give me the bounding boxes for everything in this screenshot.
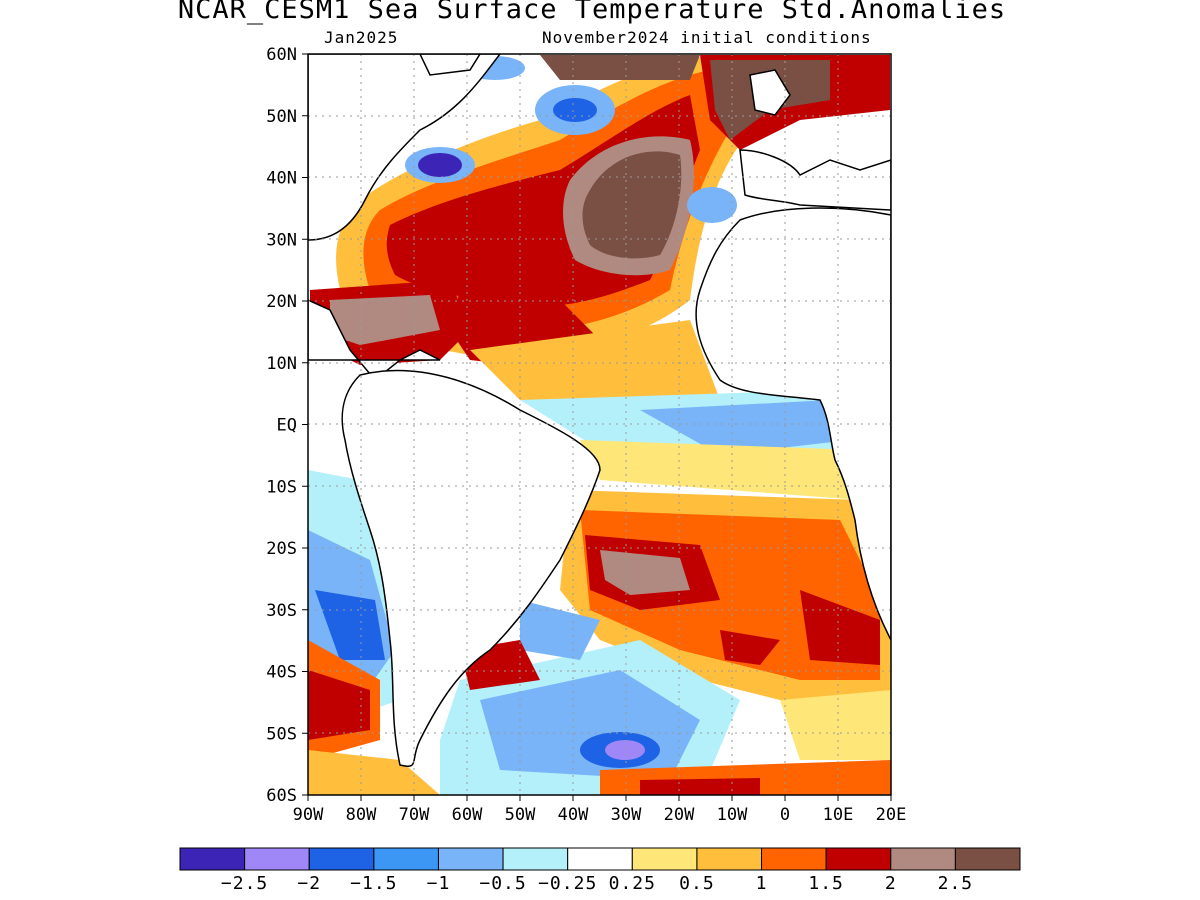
europe-land bbox=[739, 149, 891, 211]
lon-tick-label: 50W bbox=[505, 805, 536, 825]
colorbar-label: 1.5 bbox=[808, 873, 844, 894]
land-masses bbox=[308, 54, 891, 767]
colorbar-swatch bbox=[308, 847, 375, 871]
colorbar-swatch bbox=[825, 847, 892, 871]
colorbar-label: 2.5 bbox=[937, 873, 974, 894]
latitude-axis: 60N 50N 40N 30N 20N 10N EQ 10S 20S 30S 40S 50S 60S bbox=[266, 45, 308, 806]
lon-tick-label: 70W bbox=[399, 805, 430, 825]
lon-tick-label: 80W bbox=[346, 805, 377, 825]
colorbar-label: −2.5 bbox=[220, 873, 269, 894]
lon-tick-label: 20E bbox=[876, 805, 907, 825]
colorbar-swatch bbox=[567, 847, 633, 871]
lon-tick-label: 90W bbox=[293, 805, 324, 825]
lon-tick-label: 10W bbox=[717, 805, 748, 825]
colorbar-swatch bbox=[179, 847, 246, 871]
lat-tick-label: 60N bbox=[266, 45, 297, 65]
colorbar-swatch bbox=[761, 847, 827, 871]
gridlines bbox=[308, 54, 891, 795]
lat-tick-label: 40N bbox=[266, 169, 297, 189]
africa-land bbox=[695, 207, 891, 641]
lat-tick-label: 40S bbox=[266, 663, 297, 683]
lon-tick-label: 10E bbox=[823, 805, 854, 825]
longitude-axis: 90W 80W 70W 60W 50W 40W 30W 20W 10W 0 10E 20E bbox=[293, 795, 907, 825]
colorbar-swatch bbox=[890, 847, 956, 871]
lat-tick-label: 10N bbox=[266, 354, 297, 374]
south-america-land bbox=[341, 369, 601, 767]
colorbar-swatch bbox=[502, 847, 569, 871]
britain-land bbox=[749, 69, 791, 116]
lat-tick-label: 30S bbox=[266, 601, 297, 621]
lat-tick-label: 50S bbox=[266, 724, 297, 744]
lon-tick-label: 40W bbox=[558, 805, 589, 825]
colorbar-label: −0.25 bbox=[538, 873, 598, 894]
colorbar-label: 0.5 bbox=[679, 873, 715, 894]
central-america-land bbox=[308, 299, 441, 382]
lon-tick-label: 30W bbox=[611, 805, 642, 825]
colorbar-label: 2 bbox=[884, 873, 897, 894]
anomaly-field bbox=[308, 55, 891, 795]
initial-conditions-label: November2024 initial conditions bbox=[542, 28, 872, 47]
lat-tick-label: 10S bbox=[266, 477, 297, 497]
lon-tick-label: 60W bbox=[452, 805, 483, 825]
colorbar-swatch bbox=[696, 847, 763, 871]
colorbar-swatch bbox=[373, 847, 439, 871]
colorbar-label: 1 bbox=[755, 873, 768, 894]
lat-tick-label: 30N bbox=[266, 230, 297, 250]
colorbar-swatch bbox=[244, 847, 310, 871]
colorbar-swatch bbox=[631, 847, 698, 871]
colorbar-label: −1.5 bbox=[350, 873, 398, 894]
colorbar-label: −1 bbox=[426, 873, 451, 894]
lat-tick-label: 50N bbox=[266, 107, 297, 127]
colorbar-label: −0.5 bbox=[479, 873, 527, 894]
lat-tick-label: 20S bbox=[266, 539, 297, 559]
colorbar bbox=[179, 847, 1021, 871]
lon-tick-label: 0 bbox=[780, 805, 790, 825]
chart-title: NCAR_CESM1 Sea Surface Temperature Std.A… bbox=[177, 0, 1007, 25]
lat-tick-label: 60S bbox=[266, 786, 297, 806]
lon-tick-label: 20W bbox=[664, 805, 695, 825]
forecast-month-label: Jan2025 bbox=[324, 28, 399, 47]
north-america-land bbox=[308, 54, 501, 241]
colorbar-swatch bbox=[954, 847, 1021, 871]
lat-tick-label: EQ bbox=[277, 416, 297, 436]
greenland-land bbox=[419, 54, 481, 76]
colorbar-swatch bbox=[437, 847, 504, 871]
map-plot-area bbox=[308, 54, 891, 795]
colorbar-label: 0.25 bbox=[608, 873, 656, 894]
colorbar-label: −2 bbox=[297, 873, 322, 894]
lat-tick-label: 20N bbox=[266, 292, 297, 312]
